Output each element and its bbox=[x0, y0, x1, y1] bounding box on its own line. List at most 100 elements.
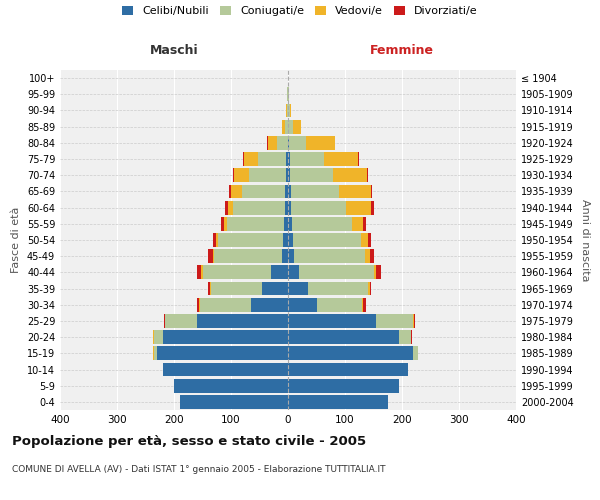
Bar bbox=[208, 282, 211, 296]
Bar bbox=[371, 200, 373, 214]
Bar bbox=[368, 233, 371, 247]
Bar bbox=[202, 266, 271, 280]
Bar bbox=[288, 395, 388, 409]
Bar bbox=[292, 217, 352, 230]
Y-axis label: Fasce di età: Fasce di età bbox=[11, 207, 21, 273]
Bar bbox=[284, 200, 288, 214]
Bar bbox=[299, 266, 373, 280]
Bar bbox=[233, 168, 235, 182]
Bar bbox=[227, 217, 284, 230]
Bar bbox=[288, 282, 308, 296]
Bar bbox=[157, 346, 288, 360]
Bar bbox=[197, 266, 202, 280]
Bar bbox=[202, 266, 203, 280]
Bar bbox=[363, 298, 366, 312]
Bar bbox=[277, 136, 288, 149]
Bar bbox=[340, 184, 371, 198]
Bar bbox=[180, 395, 288, 409]
Bar bbox=[225, 200, 227, 214]
Bar bbox=[283, 250, 288, 263]
Text: Maschi: Maschi bbox=[149, 44, 199, 58]
Bar bbox=[285, 120, 288, 134]
Bar bbox=[293, 120, 301, 134]
Bar bbox=[293, 233, 361, 247]
Bar bbox=[227, 200, 233, 214]
Bar bbox=[285, 184, 288, 198]
Bar bbox=[373, 266, 376, 280]
Text: Popolazione per età, sesso e stato civile - 2005: Popolazione per età, sesso e stato civil… bbox=[12, 435, 366, 448]
Bar bbox=[362, 298, 363, 312]
Bar bbox=[288, 184, 291, 198]
Bar bbox=[290, 152, 324, 166]
Bar bbox=[268, 136, 277, 149]
Bar bbox=[213, 250, 214, 263]
Bar bbox=[290, 168, 333, 182]
Bar bbox=[288, 217, 292, 230]
Bar bbox=[248, 168, 286, 182]
Bar bbox=[197, 314, 288, 328]
Bar bbox=[163, 362, 288, 376]
Bar bbox=[346, 200, 371, 214]
Bar bbox=[367, 168, 368, 182]
Bar bbox=[163, 330, 288, 344]
Bar bbox=[288, 330, 399, 344]
Bar bbox=[288, 314, 376, 328]
Bar bbox=[208, 250, 213, 263]
Bar bbox=[218, 233, 283, 247]
Bar bbox=[290, 104, 292, 118]
Bar bbox=[317, 298, 362, 312]
Bar bbox=[244, 152, 258, 166]
Bar bbox=[368, 282, 370, 296]
Bar bbox=[174, 379, 288, 392]
Bar bbox=[200, 298, 251, 312]
Bar bbox=[333, 168, 367, 182]
Bar bbox=[154, 330, 163, 344]
Bar bbox=[216, 233, 218, 247]
Bar bbox=[287, 104, 288, 118]
Bar bbox=[284, 217, 288, 230]
Bar bbox=[288, 200, 292, 214]
Bar bbox=[282, 120, 285, 134]
Bar bbox=[288, 266, 299, 280]
Bar bbox=[258, 152, 286, 166]
Text: COMUNE DI AVELLA (AV) - Dati ISTAT 1° gennaio 2005 - Elaborazione TUTTITALIA.IT: COMUNE DI AVELLA (AV) - Dati ISTAT 1° ge… bbox=[12, 465, 386, 474]
Bar bbox=[324, 152, 358, 166]
Bar bbox=[376, 266, 381, 280]
Bar bbox=[213, 233, 216, 247]
Bar bbox=[154, 346, 157, 360]
Bar bbox=[288, 233, 293, 247]
Bar bbox=[288, 379, 399, 392]
Bar bbox=[286, 168, 288, 182]
Bar bbox=[242, 184, 285, 198]
Bar bbox=[294, 250, 365, 263]
Bar bbox=[288, 168, 290, 182]
Bar bbox=[306, 136, 335, 149]
Legend: Celibi/Nubili, Coniugati/e, Vedovi/e, Divorziati/e: Celibi/Nubili, Coniugati/e, Vedovi/e, Di… bbox=[122, 6, 478, 16]
Y-axis label: Anni di nascita: Anni di nascita bbox=[580, 198, 590, 281]
Bar bbox=[221, 217, 224, 230]
Bar bbox=[286, 152, 288, 166]
Bar bbox=[399, 330, 410, 344]
Bar bbox=[224, 217, 227, 230]
Bar bbox=[231, 184, 242, 198]
Bar bbox=[197, 298, 199, 312]
Bar bbox=[288, 136, 289, 149]
Bar bbox=[308, 282, 368, 296]
Bar bbox=[211, 282, 262, 296]
Bar bbox=[363, 217, 366, 230]
Bar bbox=[413, 346, 418, 360]
Bar bbox=[352, 217, 363, 230]
Text: Femmine: Femmine bbox=[370, 44, 434, 58]
Bar bbox=[288, 362, 408, 376]
Bar bbox=[361, 233, 368, 247]
Bar bbox=[288, 152, 290, 166]
Bar bbox=[288, 120, 293, 134]
Bar bbox=[371, 184, 372, 198]
Bar bbox=[288, 250, 294, 263]
Bar bbox=[283, 233, 288, 247]
Bar bbox=[166, 314, 197, 328]
Bar bbox=[376, 314, 413, 328]
Bar bbox=[262, 282, 288, 296]
Bar bbox=[292, 200, 346, 214]
Bar bbox=[370, 282, 371, 296]
